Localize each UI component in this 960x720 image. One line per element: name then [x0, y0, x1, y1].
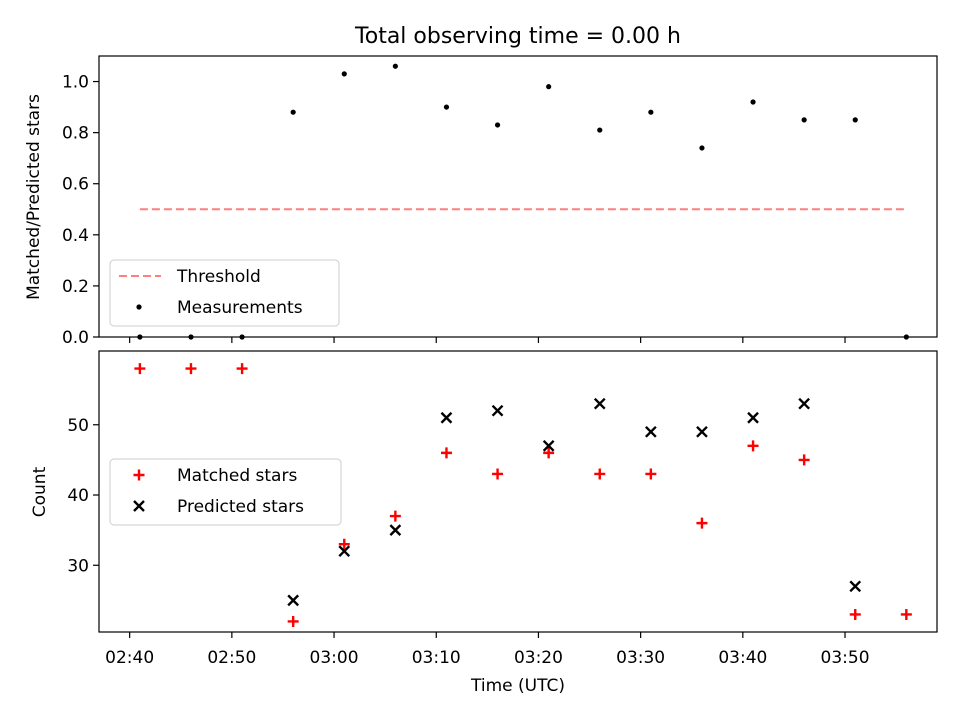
matched-star-point [900, 608, 912, 620]
measurement-point [597, 127, 603, 133]
matched-star-point [492, 468, 504, 480]
matched-star-point [747, 440, 759, 452]
predicted-star-point [440, 411, 453, 424]
matched-star-point [338, 538, 350, 550]
measurement-point [443, 104, 450, 110]
measurement-point [699, 145, 705, 151]
bottom-series [134, 363, 912, 627]
matched-star-point [543, 447, 555, 459]
x-tick-label: 02:50 [207, 648, 256, 668]
measurement-point [290, 109, 296, 115]
predicted-star-point [849, 580, 862, 593]
predicted-star-point [798, 397, 810, 410]
matched-star-point [696, 517, 708, 529]
predicted-star-point [747, 411, 759, 424]
chart-title: Total observing time = 0.00 h [354, 24, 681, 49]
predicted-star-point [696, 425, 708, 438]
x-tick-label: 02:40 [105, 648, 154, 668]
x-tick-label: 03:40 [718, 648, 767, 668]
predicted-star-point [389, 524, 402, 536]
top-plot-frame [98, 55, 938, 338]
matched-star-point [185, 363, 197, 375]
y-tick-label: 0.0 [62, 328, 89, 348]
y-tick-label: 0.8 [62, 124, 89, 144]
measurement-point [494, 122, 501, 128]
top-legend-box [109, 259, 340, 327]
legend-measurements-swatch [136, 304, 142, 310]
legend-threshold-label: Threshold [176, 267, 261, 287]
top-y-axis-label: Matched/Predicted stars [24, 94, 44, 300]
matched-star-point [389, 510, 401, 522]
bottom-plot: 30 40 50 02:40 02:50 03:00 03:10 03:20 03:30 03:… [30, 350, 938, 696]
x-tick-label: 03:10 [412, 648, 461, 668]
measurement-point [239, 334, 245, 340]
bottom-legend: Matched stars Predicted stars [109, 458, 342, 526]
legend-matched-label: Matched stars [177, 466, 297, 486]
top-legend: Threshold Measurements [109, 259, 340, 327]
predicted-star-point [542, 439, 555, 452]
y-tick-label: 0.6 [62, 175, 89, 195]
matched-star-point [849, 608, 861, 620]
y-tick-label: 0.4 [62, 226, 89, 246]
measurement-point [852, 117, 858, 123]
bottom-y-ticks: 30 40 50 [67, 416, 99, 576]
matched-star-point [134, 363, 146, 375]
predicted-star-point [645, 425, 657, 438]
matched-star-point [236, 363, 248, 375]
y-tick-label: 30 [67, 556, 89, 576]
x-tick-label: 03:20 [514, 648, 563, 668]
bottom-legend-box [109, 458, 342, 526]
bottom-x-ticks: 02:40 02:50 03:00 03:10 03:20 03:30 03:40 03:50 [105, 632, 870, 668]
predicted-star-point [338, 545, 351, 558]
top-series [137, 63, 909, 340]
y-tick-label: 50 [67, 416, 89, 436]
matched-star-point [440, 447, 452, 459]
measurement-point [188, 334, 194, 340]
y-tick-label: 40 [67, 486, 89, 506]
measurement-point [648, 109, 654, 115]
measurement-point [392, 63, 398, 69]
measurement-point [801, 117, 807, 123]
matched-star-point [287, 615, 299, 627]
y-tick-label: 1.0 [62, 73, 89, 93]
measurement-point [903, 334, 909, 340]
matched-star-point [798, 454, 810, 466]
measurement-point [137, 334, 143, 340]
measurement-point [546, 84, 552, 90]
top-plot: 0.0 0.2 0.4 0.6 0.8 1.0 Matched/Predicted sta… [24, 55, 938, 348]
legend-predicted-swatch [133, 500, 145, 512]
measurement-point [341, 71, 347, 77]
y-tick-label: 0.2 [62, 277, 89, 297]
top-y-ticks: 0.0 0.2 0.4 0.6 0.8 1.0 [62, 73, 99, 348]
measurement-point [750, 99, 756, 105]
predicted-star-point [287, 594, 300, 607]
predicted-star-point [491, 404, 504, 417]
x-tick-label: 03:30 [616, 648, 665, 668]
bottom-plot-frame [98, 350, 938, 633]
legend-matched-swatch [133, 469, 145, 481]
x-tick-label: 03:50 [821, 648, 870, 668]
legend-measurements-label: Measurements [177, 298, 303, 318]
bottom-y-axis-label: Count [30, 466, 50, 517]
legend-predicted-label: Predicted stars [177, 497, 304, 517]
matched-star-point [645, 468, 657, 480]
x-tick-label: 03:00 [310, 648, 359, 668]
predicted-star-point [593, 397, 606, 410]
matched-star-point [594, 468, 606, 480]
x-axis-label: Time (UTC) [470, 676, 565, 696]
top-x-ticks [129, 337, 846, 343]
